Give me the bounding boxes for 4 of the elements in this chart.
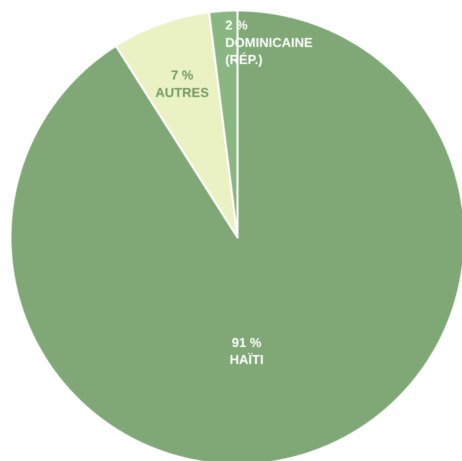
data-label: 91 % — [232, 334, 262, 350]
slice-label: AUTRES — [155, 84, 210, 100]
slice-label: HAÏTI — [230, 352, 264, 368]
data-label: 7 % — [170, 68, 194, 83]
